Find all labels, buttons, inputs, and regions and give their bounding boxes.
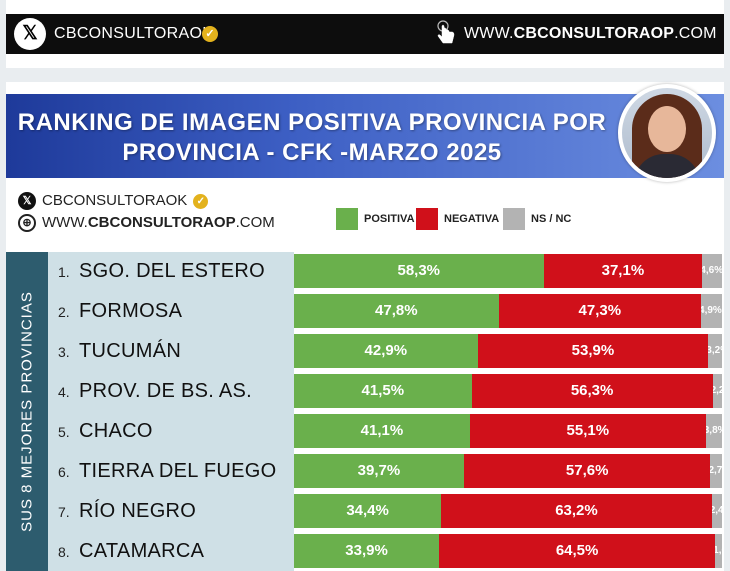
row-province: CHACO (79, 420, 153, 442)
row-label: 4. PROV. DE BS. AS. (48, 374, 294, 410)
row-rank: 3. (58, 344, 70, 360)
info-website-row: ⊕ WWW.CBCONSULTORAOP.COM (18, 214, 275, 233)
bar-negativa: 47,3% (498, 294, 702, 328)
legend-label-negativa: NEGATIVA (444, 213, 500, 225)
side-label: SUS 8 MEJORES PROVINCIAS (18, 291, 36, 532)
row-province: FORMOSA (79, 300, 183, 322)
top-white-strip (6, 0, 724, 14)
bar-negativa: 63,2% (441, 494, 712, 528)
title-line-2: PROVINCIA - CFK -MARZO 2025 (122, 139, 502, 166)
bar-positiva: 39,7% (294, 454, 464, 488)
bar-positiva: 58,3% (294, 254, 544, 288)
politician-photo (618, 84, 716, 182)
province-labels-panel (48, 252, 294, 571)
side-label-panel: SUS 8 MEJORES PROVINCIAS (6, 252, 48, 571)
row-rank: 2. (58, 304, 70, 320)
bar-nsnc: 4,6% (702, 254, 722, 288)
row-label: 6. TIERRA DEL FUEGO (48, 454, 294, 490)
ranking-card: RANKING DE IMAGEN POSITIVA PROVINCIA POR… (6, 82, 724, 571)
row-province: TUCUMÁN (79, 340, 182, 362)
white-strip (6, 54, 724, 68)
bar-negativa: 53,9% (477, 334, 709, 368)
bar-nsnc: 1,6% (715, 534, 722, 568)
bar-positiva: 41,5% (294, 374, 472, 408)
bar-nsnc: 2,7% (710, 454, 722, 488)
row-label: 1. SGO. DEL ESTERO (48, 254, 294, 290)
row-rank: 8. (58, 544, 70, 560)
legend-label-positiva: POSITIVA (364, 213, 415, 225)
pointer-hand-icon (437, 20, 455, 44)
row-label: 3. TUCUMÁN (48, 334, 294, 370)
bar-nsnc: 3,8% (705, 414, 722, 448)
bar-negativa: 56,3% (471, 374, 713, 408)
globe-icon: ⊕ (18, 214, 36, 233)
row-rank: 6. (58, 464, 70, 480)
bar-negativa: 37,1% (543, 254, 703, 288)
row-rank: 4. (58, 384, 70, 400)
header-handle[interactable]: CBCONSULTORAOK (54, 25, 214, 42)
row-province: CATAMARCA (79, 540, 205, 562)
x-logo-icon[interactable]: 𝕏 (18, 192, 36, 211)
header-website[interactable]: WWW.CBCONSULTORAOP.COM (464, 25, 717, 42)
x-logo-icon[interactable]: 𝕏 (14, 18, 46, 50)
row-province: TIERRA DEL FUEGO (79, 460, 277, 482)
row-province: RÍO NEGRO (79, 500, 197, 522)
info-website[interactable]: WWW.CBCONSULTORAOP.COM (42, 214, 275, 231)
bar-nsnc: 2,4% (711, 494, 722, 528)
legend-swatch-positiva (336, 208, 358, 230)
row-label: 5. CHACO (48, 414, 294, 450)
legend-swatch-negativa (416, 208, 438, 230)
legend-label-nsnc: NS / NC (531, 213, 572, 225)
info-handle-row: 𝕏 CBCONSULTORAOK ✓ (18, 192, 209, 211)
row-rank: 7. (58, 504, 70, 520)
title-line-1: RANKING DE IMAGEN POSITIVA PROVINCIA POR (17, 109, 607, 136)
bar-positiva: 33,9% (294, 534, 440, 568)
bar-positiva: 34,4% (294, 494, 442, 528)
bar-negativa: 64,5% (439, 534, 716, 568)
bar-negativa: 57,6% (463, 454, 711, 488)
legend-swatch-nsnc (503, 208, 525, 230)
bar-positiva: 41,1% (294, 414, 470, 448)
bar-nsnc: 3,2% (708, 334, 722, 368)
bar-nsnc: 4,9% (701, 294, 722, 328)
row-label: 2. FORMOSA (48, 294, 294, 330)
chart-title: RANKING DE IMAGEN POSITIVA PROVINCIA POR… (6, 108, 618, 168)
bar-positiva: 42,9% (294, 334, 478, 368)
bar-negativa: 55,1% (469, 414, 706, 448)
top-bar: 𝕏 CBCONSULTORAOK ✓ WWW.CBCONSULTORAOP.CO… (6, 14, 724, 54)
title-banner (6, 94, 724, 178)
bar-nsnc: 2,2% (712, 374, 722, 408)
bar-positiva: 47,8% (294, 294, 499, 328)
row-province: PROV. DE BS. AS. (79, 380, 253, 402)
verified-badge-icon: ✓ (202, 26, 218, 42)
verified-badge-icon: ✓ (193, 193, 209, 209)
row-rank: 1. (58, 264, 70, 280)
row-label: 7. RÍO NEGRO (48, 494, 294, 530)
row-label: 8. CATAMARCA (48, 534, 294, 570)
info-handle[interactable]: CBCONSULTORAOK (42, 192, 188, 209)
row-rank: 5. (58, 424, 70, 440)
row-province: SGO. DEL ESTERO (79, 260, 266, 282)
